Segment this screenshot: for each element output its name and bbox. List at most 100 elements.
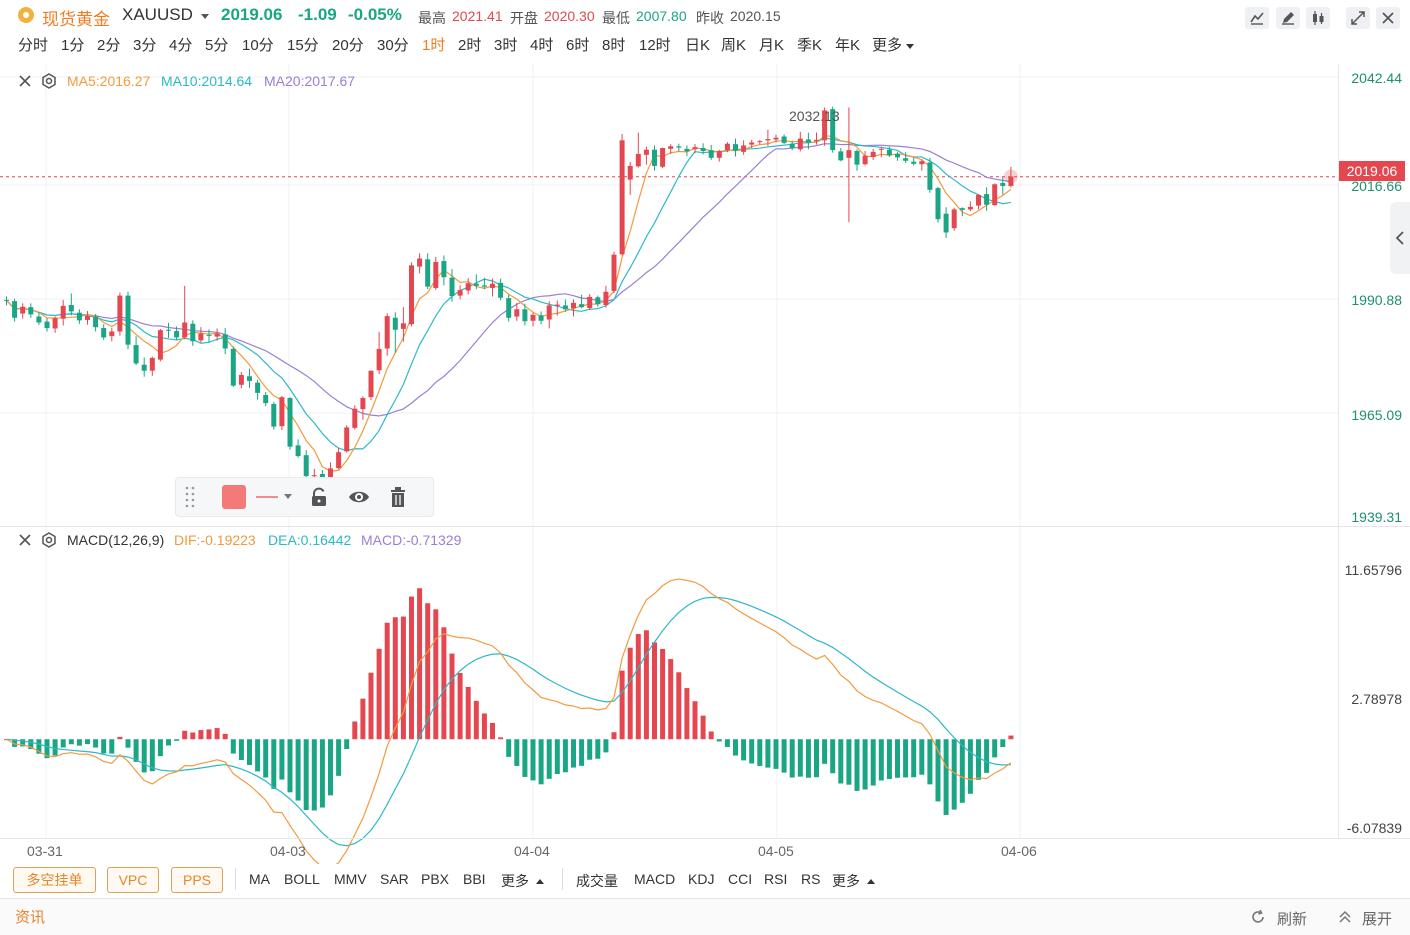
macd-histogram-bar [182,730,188,740]
timeframe-tab[interactable]: 1时 [422,37,446,54]
chart-canvas[interactable] [0,64,1410,864]
news-tab[interactable]: 资讯 [15,909,46,926]
timeframe-tab[interactable]: 年K [835,37,861,54]
candle-body [603,291,609,305]
timeframe-tab[interactable]: 月K [759,37,785,54]
cci-indicator-button[interactable]: CCI [728,871,753,887]
timeframe-tab[interactable]: 更多 [872,37,903,54]
timeframe-tab[interactable]: 1分 [61,37,85,54]
vpc-button[interactable]: VPC [107,867,159,893]
macd-histogram-bar [44,739,50,759]
bbi-indicator-button[interactable]: BBI [463,871,486,887]
fullscreen-icon[interactable] [1346,7,1370,29]
settings-gear-icon[interactable] [40,72,58,90]
timeframe-tab[interactable]: 3时 [494,37,518,54]
macd-histogram-bar [52,739,58,756]
close-icon[interactable] [1376,7,1400,29]
timeframe-tab[interactable]: 20分 [332,37,364,54]
candle-body [886,149,892,156]
color-picker-swatch[interactable] [222,485,246,509]
macd-settings-gear-icon[interactable] [40,531,58,549]
macd-histogram-bar [328,739,333,796]
pane-divider[interactable] [0,526,1410,527]
timeframe-tab[interactable]: 15分 [287,37,319,54]
candle-body [822,110,828,141]
pen-tool-icon[interactable] [1276,7,1300,29]
mmv-indicator-button[interactable]: MMV [334,871,367,887]
timeframe-tab[interactable]: 10分 [242,37,274,54]
long-short-orders-button[interactable]: 多空挂单 [13,867,96,893]
visibility-eye-icon[interactable] [347,487,371,507]
timeframe-tab[interactable]: 2分 [97,37,121,54]
boll-indicator-button[interactable]: BOLL [284,871,320,887]
price-change: -1.09 [298,5,337,24]
close-indicator-icon[interactable] [16,72,34,90]
unlock-icon[interactable] [308,486,330,508]
expand-button[interactable]: 展开 [1362,911,1393,928]
macd-histogram-bar [255,739,261,772]
sar-indicator-button[interactable]: SAR [380,871,409,887]
symbol-dropdown-icon[interactable] [201,14,209,19]
macd-histogram-bar [992,739,998,758]
rs-indicator-button[interactable]: RS [801,871,821,887]
close-macd-icon[interactable] [16,531,34,549]
divider [235,868,236,890]
candle-body [85,316,90,320]
pps-button[interactable]: PPS [171,867,223,893]
pbx-indicator-button[interactable]: PBX [421,871,450,887]
kdj-indicator-button[interactable]: KDJ [688,871,715,887]
instrument-symbol[interactable]: XAUUSD [122,5,193,24]
timeframe-tab[interactable]: 4时 [530,37,554,54]
drag-handle-icon[interactable] [184,484,196,510]
refresh-button[interactable]: 刷新 [1277,911,1308,928]
timeframe-tab[interactable]: 2时 [458,37,482,54]
more-timeframes-dropdown-icon[interactable] [906,44,914,49]
more-sub-indicators-button[interactable]: 更多 [832,873,860,889]
macd-histogram-bar [384,622,390,740]
timeframe-tab[interactable]: 季K [797,37,823,54]
refresh-icon[interactable] [1250,909,1266,925]
macd-histogram-bar [611,732,617,740]
candle-type-icon[interactable] [1306,7,1330,29]
draw-line-tool-icon[interactable] [1245,7,1269,29]
macd-histogram-bar [554,739,560,775]
timeframe-tab[interactable]: 3分 [133,37,157,54]
macd-indicator-button[interactable]: MACD [634,871,676,887]
timeframe-tab[interactable]: 5分 [205,37,229,54]
rsi-indicator-button[interactable]: RSI [764,871,788,887]
macd-histogram-bar [498,737,504,740]
candle-body [562,305,568,310]
line-style-dropdown-icon[interactable] [284,494,292,499]
timeframe-tab[interactable]: 分时 [18,37,49,54]
macd-histogram-bar [635,633,641,740]
expand-chevron-icon[interactable] [1338,910,1352,924]
candle-body [166,329,171,331]
macd-histogram-bar [652,642,657,740]
ma-indicator-button[interactable]: MA [249,871,270,887]
price-axis-label: 2016.66 [1351,178,1402,194]
timeframe-tab[interactable]: 4分 [169,37,193,54]
delete-trash-icon[interactable] [388,486,408,508]
macd-histogram-bar [789,739,795,778]
timeframe-tab[interactable]: 周K [721,37,747,54]
candle-body [716,150,722,158]
macd-dea-label: DEA:0.16442 [268,532,352,548]
chevron-up-icon[interactable] [867,879,875,884]
line-style-selector[interactable] [256,496,278,498]
high-label: 最高 [418,10,446,26]
side-panel-toggle[interactable] [1390,202,1410,274]
timeframe-tab[interactable]: 日K [685,37,711,54]
macd-histogram-bar [741,739,747,761]
timeframe-tab[interactable]: 30分 [377,37,409,54]
macd-histogram-bar [303,739,309,811]
more-main-indicators-button[interactable]: 更多 [501,873,529,889]
candle-body [733,144,738,151]
timeframe-tab[interactable]: 12时 [639,37,671,54]
candle-body [765,139,771,141]
candle-body [28,307,34,315]
timeframe-tab[interactable]: 8时 [602,37,626,54]
timeframe-tab[interactable]: 6时 [566,37,590,54]
candle-body [465,283,471,291]
volume-indicator-button[interactable]: 成交量 [576,873,618,889]
chevron-up-icon[interactable] [536,879,544,884]
